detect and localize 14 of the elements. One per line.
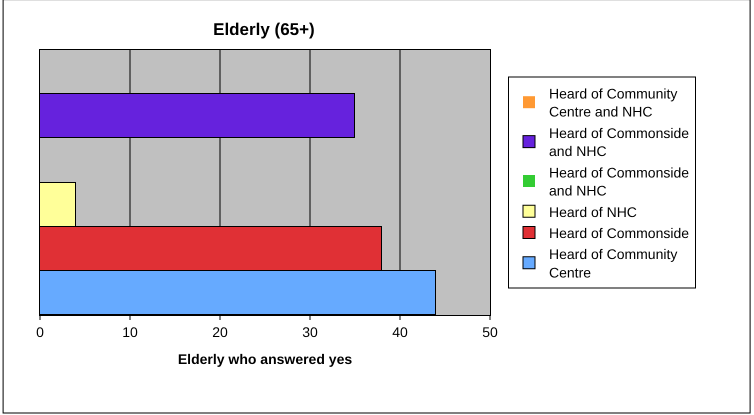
x-tick-label: 10 <box>122 324 138 340</box>
legend-label: Heard of Commonside and NHC <box>549 124 690 160</box>
x-tick-label: 30 <box>302 324 318 340</box>
x-axis-title: Elderly who answered yes <box>178 351 352 368</box>
legend-label: Heard of Community Centre and NHC <box>549 86 678 120</box>
legend-label: Heard of Commonside and NHC <box>549 164 690 199</box>
x-tick-label: 40 <box>392 324 408 340</box>
chart-title: Elderly (65+) <box>213 20 315 39</box>
legend-label: Heard of Commonside <box>549 224 690 241</box>
legend-label: Heard of NHC <box>549 204 637 220</box>
x-tick-label: 0 <box>36 324 44 340</box>
x-tick-label: 50 <box>482 324 498 340</box>
x-tick-label: 20 <box>212 324 228 340</box>
legend-label: Heard of Community Centre <box>549 246 678 280</box>
